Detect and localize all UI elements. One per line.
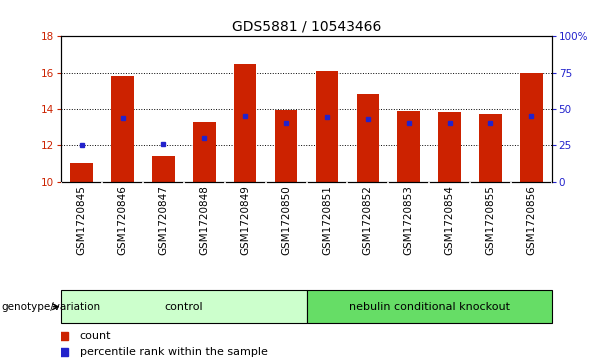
Title: GDS5881 / 10543466: GDS5881 / 10543466	[232, 20, 381, 34]
Bar	[70, 163, 93, 182]
Text: genotype/variation: genotype/variation	[1, 302, 101, 312]
Text: control: control	[164, 302, 204, 312]
Text: GSM1720852: GSM1720852	[363, 185, 373, 254]
Text: count: count	[80, 331, 111, 341]
Bar	[61, 290, 306, 323]
Text: GSM1720846: GSM1720846	[118, 185, 128, 254]
Text: GSM1720854: GSM1720854	[444, 185, 454, 254]
Text: GSM1720856: GSM1720856	[527, 185, 536, 254]
Text: GSM1720847: GSM1720847	[159, 185, 169, 254]
Text: percentile rank within the sample: percentile rank within the sample	[80, 347, 267, 357]
Bar	[306, 290, 552, 323]
Bar	[438, 112, 461, 182]
Bar	[520, 73, 543, 182]
Text: GSM1720848: GSM1720848	[199, 185, 209, 254]
Text: GSM1720849: GSM1720849	[240, 185, 250, 254]
Text: nebulin conditional knockout: nebulin conditional knockout	[349, 302, 509, 312]
Text: GSM1720845: GSM1720845	[77, 185, 86, 254]
Bar	[275, 110, 297, 182]
Bar	[152, 156, 175, 182]
Bar	[357, 94, 379, 182]
Bar	[397, 111, 420, 182]
Bar	[193, 122, 216, 182]
Text: GSM1720850: GSM1720850	[281, 185, 291, 254]
Text: GSM1720853: GSM1720853	[404, 185, 414, 254]
Bar	[234, 64, 256, 182]
Text: GSM1720851: GSM1720851	[322, 185, 332, 254]
Bar	[479, 114, 501, 182]
Bar	[112, 76, 134, 182]
Text: GSM1720855: GSM1720855	[485, 185, 495, 254]
Bar	[316, 71, 338, 182]
